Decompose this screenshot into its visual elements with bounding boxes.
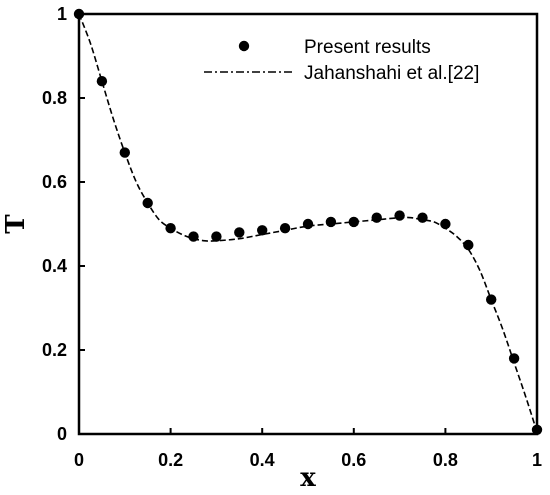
series-line-jahanshahi — [78, 13, 538, 433]
y-tick-label: 1 — [57, 4, 67, 24]
data-point-present-results — [257, 225, 268, 236]
x-tick-label: 0.4 — [250, 450, 275, 470]
data-point-present-results — [463, 239, 474, 251]
x-tick-label: 0.2 — [158, 450, 183, 470]
y-axis-title: T — [1, 214, 31, 234]
x-tick-label: 0.8 — [433, 450, 458, 470]
data-point-present-results — [531, 424, 543, 435]
data-point-present-results — [394, 210, 405, 221]
data-point-present-results — [302, 218, 314, 230]
data-point-present-results — [119, 147, 130, 158]
data-point-present-results — [348, 216, 359, 228]
y-tick-label: 0.8 — [42, 88, 67, 108]
data-point-present-results — [508, 353, 520, 364]
data-point-present-results — [279, 223, 291, 234]
plot-frame — [77, 12, 539, 436]
data-point-present-results — [188, 231, 199, 242]
data-point-present-results — [73, 8, 85, 20]
data-point-present-results — [325, 216, 337, 228]
legend-label-jahanshahi: Jahanshahi et al.[22] — [304, 63, 479, 84]
x-tick-label: 0 — [74, 450, 84, 470]
y-tick-label: 0.6 — [42, 172, 67, 192]
data-point-present-results — [165, 223, 176, 234]
y-tick-label: 0.2 — [42, 340, 67, 360]
data-point-present-results — [211, 231, 222, 242]
x-tick-label: 0.6 — [341, 450, 366, 470]
data-point-present-results — [96, 76, 108, 87]
data-point-present-results — [486, 294, 497, 305]
data-point-present-results — [440, 218, 451, 230]
y-tick-label: 0 — [57, 424, 67, 444]
legend-marker-present-results — [238, 40, 250, 52]
legend-label-present-results: Present results — [304, 37, 431, 58]
x-tick-label: 1 — [532, 450, 542, 470]
y-tick-label: 0.4 — [42, 256, 67, 276]
data-point-present-results — [142, 197, 153, 209]
data-point-present-results — [417, 212, 428, 223]
data-point-present-results — [371, 212, 382, 223]
x-axis-title: x — [300, 463, 316, 493]
data-point-present-results — [234, 227, 245, 238]
